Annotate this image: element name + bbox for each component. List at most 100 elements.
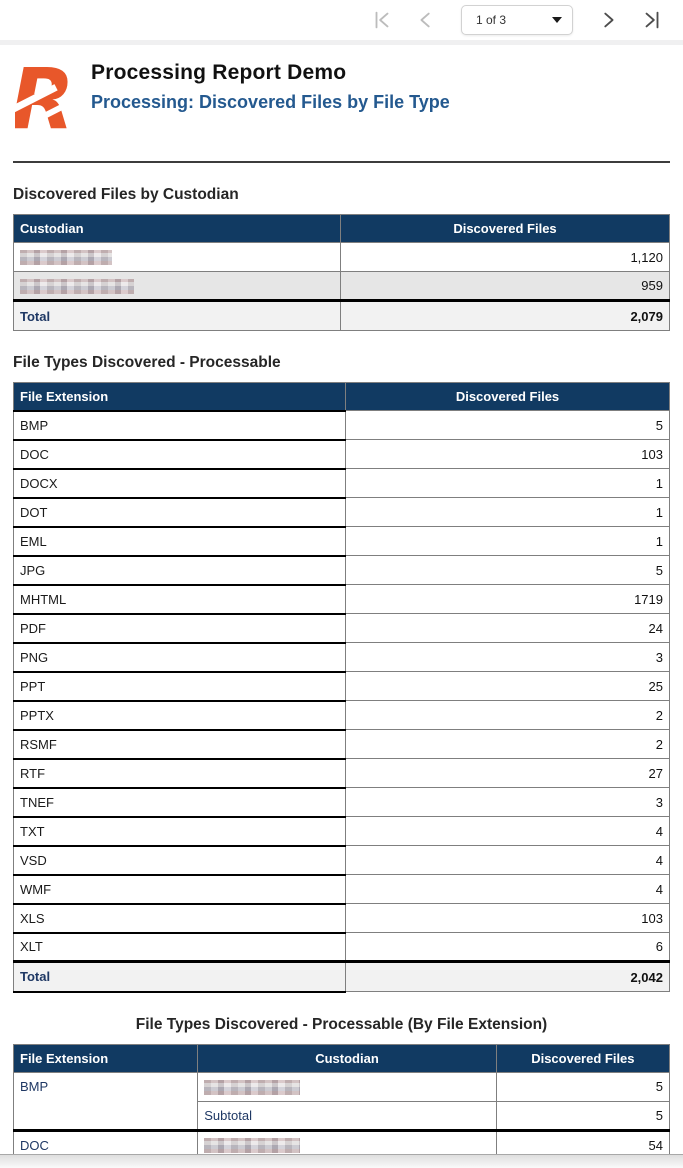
discovered-files-cell: 3 xyxy=(345,787,670,817)
discovered-files-column-header: Discovered Files xyxy=(495,1043,671,1073)
file-types-table-heading: File Types Discovered - Processable xyxy=(13,354,281,371)
discovered-files-column-header: Discovered Files xyxy=(345,382,670,411)
file-extension-cell: PPT xyxy=(13,670,346,702)
header-divider xyxy=(13,161,670,163)
bottom-panel-edge xyxy=(0,1154,683,1168)
total-label-cell: Total xyxy=(13,299,341,331)
pager-toolbar: 1 of 3 xyxy=(0,0,683,40)
table-row: MHTML 1719 xyxy=(13,583,670,615)
previous-page-button[interactable] xyxy=(409,5,443,35)
file-extension-cell: DOT xyxy=(13,496,346,528)
last-page-button[interactable] xyxy=(635,5,669,35)
discovered-files-cell: 4 xyxy=(345,845,670,875)
file-extension-cell: DOC xyxy=(12,1128,199,1159)
discovered-files-cell: 25 xyxy=(345,671,670,701)
chevron-left-icon xyxy=(420,12,430,28)
discovered-files-cell: 1719 xyxy=(345,584,670,614)
table-header-row: Custodian Discovered Files xyxy=(13,214,670,243)
file-extension-cell: DOCX xyxy=(13,467,346,499)
discovered-files-cell: 103 xyxy=(345,439,670,469)
custodian-column-header: Custodian xyxy=(13,214,341,243)
table-row: TXT 4 xyxy=(13,815,670,847)
file-extension-cell: WMF xyxy=(13,873,346,905)
total-value-cell: 2,079 xyxy=(340,299,670,331)
table-row: VSD 4 xyxy=(13,844,670,876)
table-row: JPG 5 xyxy=(13,554,670,586)
subtotal-value-cell: 5 xyxy=(495,1100,671,1131)
table-row: PPT 25 xyxy=(13,670,670,702)
discovered-files-cell: 1 xyxy=(345,526,670,556)
file-extension-cell: JPG xyxy=(13,554,346,586)
discovered-files-cell: 4 xyxy=(345,874,670,904)
first-page-icon xyxy=(375,11,389,29)
file-extension-cell: PNG xyxy=(13,641,346,673)
page-selector-value: 1 of 3 xyxy=(476,13,507,27)
last-page-icon xyxy=(645,11,659,29)
table-row: PPTX 2 xyxy=(13,699,670,731)
file-extension-cell: PPTX xyxy=(13,699,346,731)
discovered-files-cell: 5 xyxy=(345,555,670,585)
custodian-cell xyxy=(13,271,341,301)
table-header-row: File Extension Discovered Files xyxy=(13,382,670,412)
file-extension-cell: XLS xyxy=(13,902,346,934)
discovered-files-cell: 3 xyxy=(345,642,670,672)
discovered-files-cell: 5 xyxy=(345,410,670,440)
file-types-table: File Extension Discovered Files BMP 5 DOC… xyxy=(13,382,670,993)
file-extension-cell: VSD xyxy=(13,844,346,876)
redacted-custodian-name xyxy=(204,1138,301,1154)
redacted-custodian-name xyxy=(20,250,112,266)
subtotal-label-cell: Subtotal xyxy=(197,1100,497,1131)
table-row: EML 1 xyxy=(13,525,670,557)
file-extension-cell: BMP xyxy=(12,1071,199,1131)
table-row: DOC 103 xyxy=(13,438,670,470)
report-header: R Processing Report Demo Processing: Dis… xyxy=(0,45,683,135)
file-extension-cell: MHTML xyxy=(13,583,346,615)
by-extension-table-heading: File Types Discovered - Processable (By … xyxy=(135,1015,548,1033)
table-row: DOT 1 xyxy=(13,496,670,528)
by-extension-table: File Extension Custodian Discovered File… xyxy=(12,1043,671,1160)
chevron-right-icon xyxy=(604,12,614,28)
toolbar-divider xyxy=(0,40,683,45)
discovered-files-cell: 24 xyxy=(345,613,670,643)
table-row: DOCX 1 xyxy=(13,467,670,499)
file-extension-cell: TXT xyxy=(13,815,346,847)
next-page-button[interactable] xyxy=(591,5,625,35)
custodian-table: Custodian Discovered Files 1,120 959 Tot… xyxy=(13,214,670,331)
table-row: BMP 5 xyxy=(13,409,670,441)
discovered-files-cell: 959 xyxy=(340,271,670,301)
table-row: PDF 24 xyxy=(13,612,670,644)
custodian-cell xyxy=(197,1071,497,1102)
relativity-logo-icon: R xyxy=(15,59,73,135)
total-value-cell: 2,042 xyxy=(345,960,670,992)
file-extension-cell: PDF xyxy=(13,612,346,644)
custodian-cell xyxy=(13,242,341,272)
file-extension-cell: XLT xyxy=(13,931,346,963)
table-row: TNEF 3 xyxy=(13,786,670,818)
page-selector-dropdown[interactable]: 1 of 3 xyxy=(461,5,573,35)
total-row: Total 2,042 xyxy=(13,960,670,993)
discovered-files-column-header: Discovered Files xyxy=(340,214,670,243)
table-row: XLS 103 xyxy=(13,902,670,934)
discovered-files-cell: 103 xyxy=(345,903,670,933)
table-row: WMF 4 xyxy=(13,873,670,905)
chevron-down-icon xyxy=(552,17,562,23)
report-titles: Processing Report Demo Processing: Disco… xyxy=(91,59,450,113)
table-row: RSMF 2 xyxy=(13,728,670,760)
first-page-button[interactable] xyxy=(365,5,399,35)
custodian-table-heading: Discovered Files by Custodian xyxy=(13,186,239,203)
discovered-files-cell: 2 xyxy=(345,700,670,730)
table-row: 1,120 xyxy=(13,242,670,272)
discovered-files-cell: 2 xyxy=(345,729,670,759)
file-extension-cell: BMP xyxy=(13,409,346,441)
table-row: 959 xyxy=(13,271,670,301)
custodian-column-header: Custodian xyxy=(197,1043,497,1073)
discovered-files-cell: 5 xyxy=(495,1071,671,1102)
table-row: XLT 6 xyxy=(13,931,670,963)
table-row: PNG 3 xyxy=(13,641,670,673)
file-extension-column-header: File Extension xyxy=(13,382,346,412)
discovered-files-cell: 27 xyxy=(345,758,670,788)
file-extension-cell: DOC xyxy=(13,438,346,470)
table-header-row: File Extension Custodian Discovered File… xyxy=(12,1043,671,1073)
discovered-files-cell: 1 xyxy=(345,468,670,498)
total-label-cell: Total xyxy=(13,960,346,993)
